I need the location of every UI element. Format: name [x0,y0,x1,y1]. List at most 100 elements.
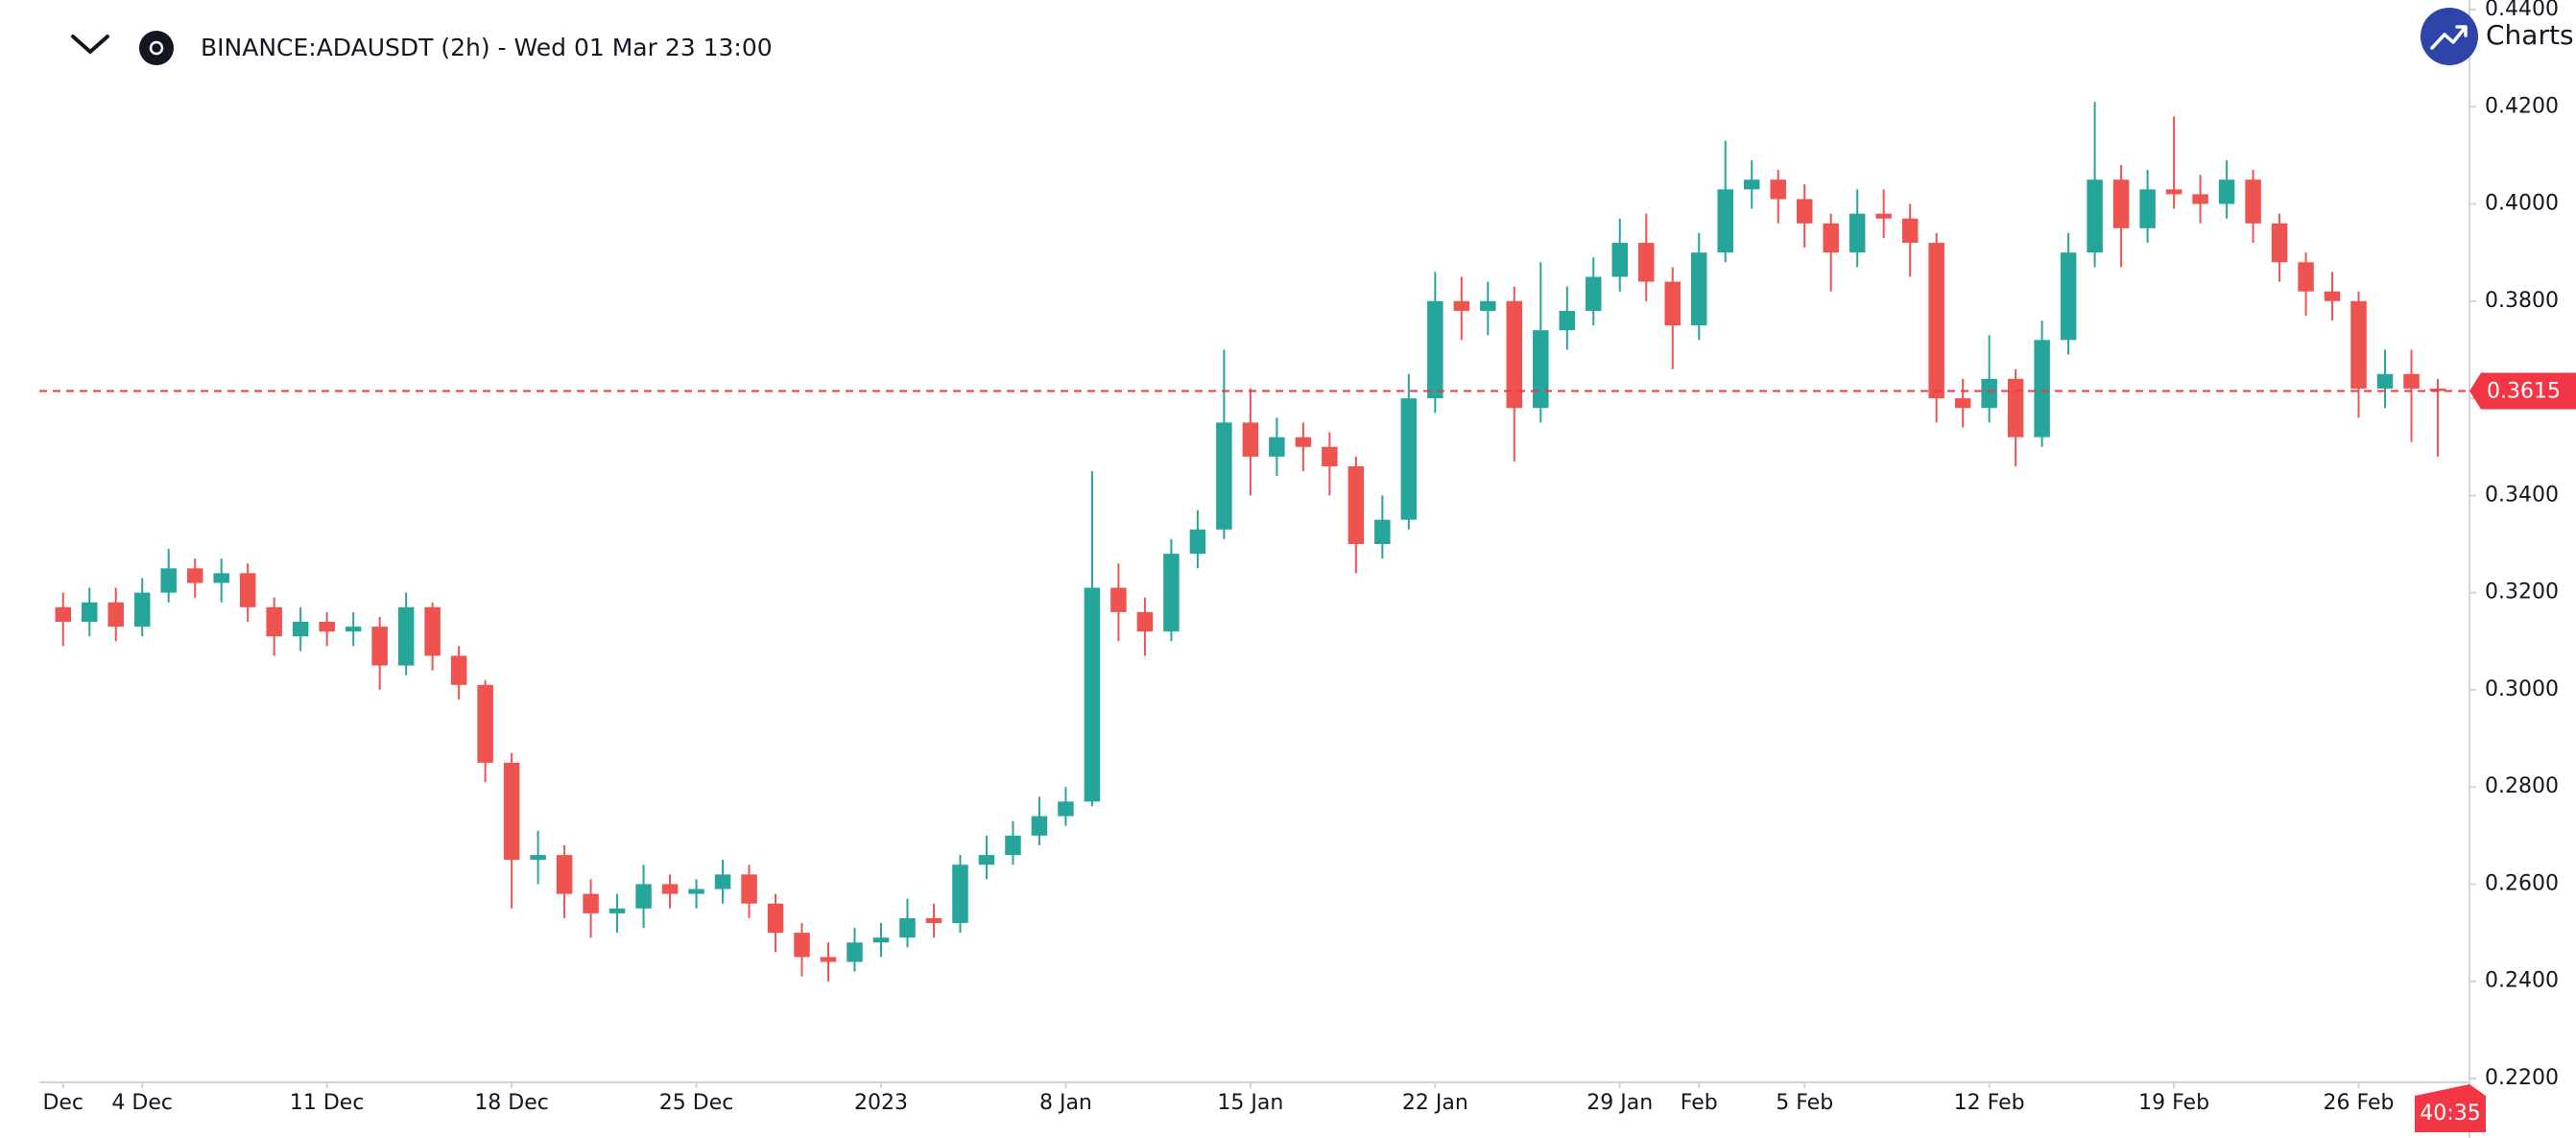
candle-body [714,874,731,889]
candle-body [2350,300,2367,389]
last-price-label: 0.3615 [2487,379,2561,403]
candle-body [1823,223,1839,253]
candle-body [2218,179,2235,204]
candle-body [1533,330,1549,409]
candle-body [899,917,916,938]
x-tick-label: 12 Feb [1954,1091,2025,1115]
candle-body [1690,252,1707,326]
candle-body [1348,465,1365,544]
candle-body [767,903,784,934]
candle-body [1163,554,1180,632]
candle-body [371,627,388,666]
brand-text[interactable]: Charts [2486,19,2574,51]
candle-body [1849,213,1866,253]
candle-body [1559,310,1576,331]
candle-body [1400,398,1418,520]
candle-body [450,655,467,685]
candle-body [2245,179,2261,224]
candle-body [160,568,177,593]
candle-body [503,762,520,861]
candle-body [2192,194,2208,204]
x-tick-label: Feb [1681,1091,1718,1115]
candle-body [81,602,98,623]
candle-body [213,573,229,583]
candle-body [1136,611,1154,632]
candle-body [2087,179,2103,253]
candle-body [2376,373,2394,389]
candle-body [1901,218,1919,244]
candle-body [925,917,942,923]
candle-body [1664,281,1681,326]
x-tick-label: 2023 [854,1091,908,1115]
countdown-tag [2415,1084,2486,1132]
candle-body [2112,179,2130,228]
candle-body [583,893,599,913]
candle-body [2165,189,2182,195]
candle-body [2034,340,2050,438]
candle-body [107,602,124,628]
candle-body [1770,179,1786,200]
x-tick-label: 29 Jan [1586,1091,1653,1115]
candle-body [2139,189,2156,228]
candle-body [1954,398,1971,409]
candle-body [266,606,282,637]
candle-body [1928,243,1944,399]
candle-body [1374,519,1391,544]
collapse-chevron[interactable] [71,35,109,55]
candle-body [292,622,309,637]
candle-body [2324,291,2341,301]
candle-body [1506,300,1523,409]
y-tick-label: 0.2200 [2485,1066,2559,1090]
y-tick-label: 0.4400 [2485,0,2559,21]
candle-body [1611,243,1629,277]
brand-logo-mark [2430,25,2468,50]
candle-body [794,933,810,958]
candle-body [1295,437,1312,447]
candle-body [872,937,890,943]
candle-body [2403,373,2420,389]
candle-body [1322,446,1338,466]
candle-body [1427,300,1443,399]
candle-body [952,865,968,923]
x-tick-label: 19 Feb [2138,1091,2209,1115]
last-price-tag [2469,372,2576,410]
candle-body [978,855,995,865]
candle-body [239,573,256,607]
candle-body [1717,189,1733,253]
candle-body [741,874,757,904]
candle-body [688,889,704,894]
candle-body [345,627,362,632]
candle-body [1110,587,1127,612]
candle-body [1005,835,1021,856]
candle-body [1480,300,1496,311]
candle-body [556,855,573,894]
candle-body [2298,262,2314,292]
y-tick-label: 0.4000 [2485,192,2559,216]
chart-title: BINANCE:ADAUSDT (2h) - Wed 01 Mar 23 13:… [201,34,773,61]
y-tick-label: 0.4200 [2485,94,2559,118]
candle-body [1242,422,1259,457]
y-tick-label: 0.2800 [2485,774,2559,798]
brand-logo[interactable] [2421,8,2478,65]
x-tick-label: 4 Dec [111,1091,173,1115]
candle-body [55,606,71,623]
candle-body [319,622,335,632]
candle-body [1031,816,1048,836]
candle-body [2271,223,2288,263]
y-tick-label: 0.3800 [2485,289,2559,313]
candle-body [1269,437,1285,457]
candle-body [133,592,151,628]
x-tick-label: 15 Jan [1217,1091,1283,1115]
x-tick-label: 11 Dec [290,1091,365,1115]
candle-body [1189,529,1206,555]
candle-body [608,908,626,913]
candle-body [424,606,441,656]
candle-body [1586,276,1602,311]
candle-body [1981,378,1997,409]
x-tick-label: 8 Jan [1039,1091,1092,1115]
y-tick-label: 0.3400 [2485,483,2559,507]
candle-body [1453,300,1470,311]
